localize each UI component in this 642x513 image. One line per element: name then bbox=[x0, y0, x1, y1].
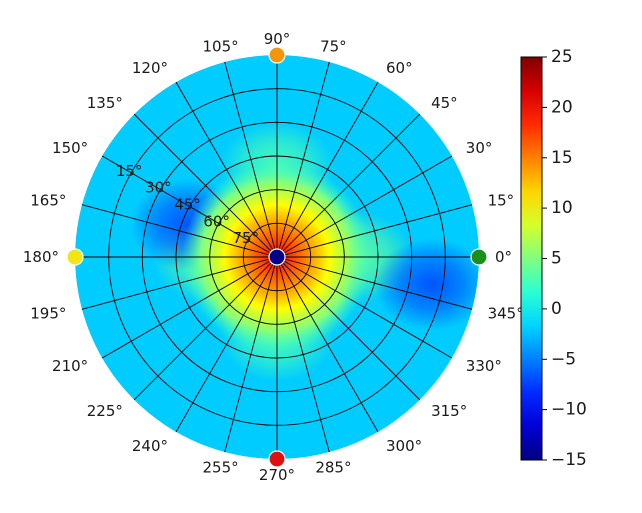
angular-tick-label: 165° bbox=[30, 192, 66, 210]
colorbar-tick-label: 15 bbox=[551, 148, 573, 168]
angular-gridline bbox=[81, 204, 278, 258]
colorbar-tick-label: 5 bbox=[551, 249, 562, 269]
angular-tick-label: 90° bbox=[264, 30, 291, 48]
angular-tick-label: 255° bbox=[203, 459, 239, 477]
angular-gridline bbox=[276, 155, 453, 258]
angular-tick-label: 195° bbox=[30, 304, 66, 322]
angular-tick-label: 0° bbox=[495, 248, 512, 266]
colorbar-tick-label: 25 bbox=[551, 47, 573, 67]
radial-tick-labels: 15°30°45°60°75° bbox=[116, 162, 259, 247]
angular-tick-label: 120° bbox=[132, 59, 168, 77]
angular-gridline bbox=[133, 256, 278, 401]
colorbar-gradient bbox=[520, 56, 543, 461]
colorbar-tick-label: −15 bbox=[551, 450, 587, 470]
angular-tick-label: 180° bbox=[23, 248, 59, 266]
angular-tick-label: 225° bbox=[87, 402, 123, 420]
angular-gridline bbox=[101, 256, 278, 359]
angular-tick-label: 300° bbox=[386, 437, 422, 455]
colorbar-tick-label: 20 bbox=[551, 97, 573, 117]
angular-gridline bbox=[175, 256, 278, 433]
angular-gridline bbox=[276, 256, 473, 310]
angular-gridline bbox=[81, 256, 278, 310]
angular-tick-label: 240° bbox=[132, 437, 168, 455]
data-marker bbox=[268, 248, 286, 266]
data-marker bbox=[268, 46, 286, 64]
polar-grid bbox=[75, 55, 479, 459]
angular-tick-label: 210° bbox=[52, 357, 88, 375]
angular-gridline bbox=[224, 61, 278, 258]
radial-tick-label: 30° bbox=[145, 179, 172, 197]
plot-area: 0°15°30°45°60°75°90°105°120°135°150°165°… bbox=[23, 30, 524, 484]
angular-gridline bbox=[133, 113, 278, 258]
angular-tick-label: 150° bbox=[52, 139, 88, 157]
marker-layer bbox=[66, 46, 488, 468]
heatmap-feature bbox=[373, 238, 479, 331]
radial-tick-label: 75° bbox=[233, 229, 260, 247]
data-marker bbox=[470, 248, 488, 266]
angular-gridline bbox=[276, 256, 421, 401]
angular-gridline bbox=[276, 256, 330, 453]
data-marker bbox=[66, 248, 84, 266]
angular-tick-label: 345° bbox=[488, 304, 524, 322]
angular-gridline bbox=[276, 61, 330, 258]
angular-tick-labels: 0°15°30°45°60°75°90°105°120°135°150°165°… bbox=[23, 30, 524, 484]
radial-tick-label: 45° bbox=[174, 196, 201, 214]
angular-gridline bbox=[175, 81, 278, 258]
angular-tick-label: 75° bbox=[320, 37, 347, 55]
angular-tick-label: 60° bbox=[386, 59, 413, 77]
colorbar-tick-label: 0 bbox=[551, 299, 562, 319]
data-marker bbox=[268, 450, 286, 468]
angular-gridline bbox=[224, 256, 278, 453]
angular-tick-label: 315° bbox=[431, 402, 467, 420]
angular-gridline bbox=[101, 155, 278, 258]
radial-tick-label: 15° bbox=[116, 162, 143, 180]
colorbar-tick-label: 10 bbox=[551, 198, 573, 218]
angular-tick-label: 45° bbox=[431, 94, 458, 112]
colorbar-ticks: −15 −10 −5 0 5 10 15 20 25 bbox=[542, 47, 587, 470]
angular-gridline bbox=[276, 256, 379, 433]
angular-gridline bbox=[276, 256, 453, 359]
angular-tick-label: 105° bbox=[203, 37, 239, 55]
colorbar: −15 −10 −5 0 5 10 15 20 25 bbox=[520, 47, 587, 470]
angular-gridline bbox=[276, 204, 473, 258]
angular-tick-label: 270° bbox=[259, 466, 295, 484]
angular-tick-label: 285° bbox=[315, 459, 351, 477]
angular-tick-label: 30° bbox=[466, 139, 493, 157]
colorbar-tick-label: −10 bbox=[551, 400, 587, 420]
angular-gridline bbox=[276, 81, 379, 258]
colorbar-tick-label: −5 bbox=[551, 349, 576, 369]
angular-tick-label: 135° bbox=[87, 94, 123, 112]
angular-tick-label: 15° bbox=[488, 192, 515, 210]
angular-tick-label: 330° bbox=[466, 357, 502, 375]
angular-gridline bbox=[276, 113, 421, 258]
radial-tick-label: 60° bbox=[203, 212, 230, 230]
